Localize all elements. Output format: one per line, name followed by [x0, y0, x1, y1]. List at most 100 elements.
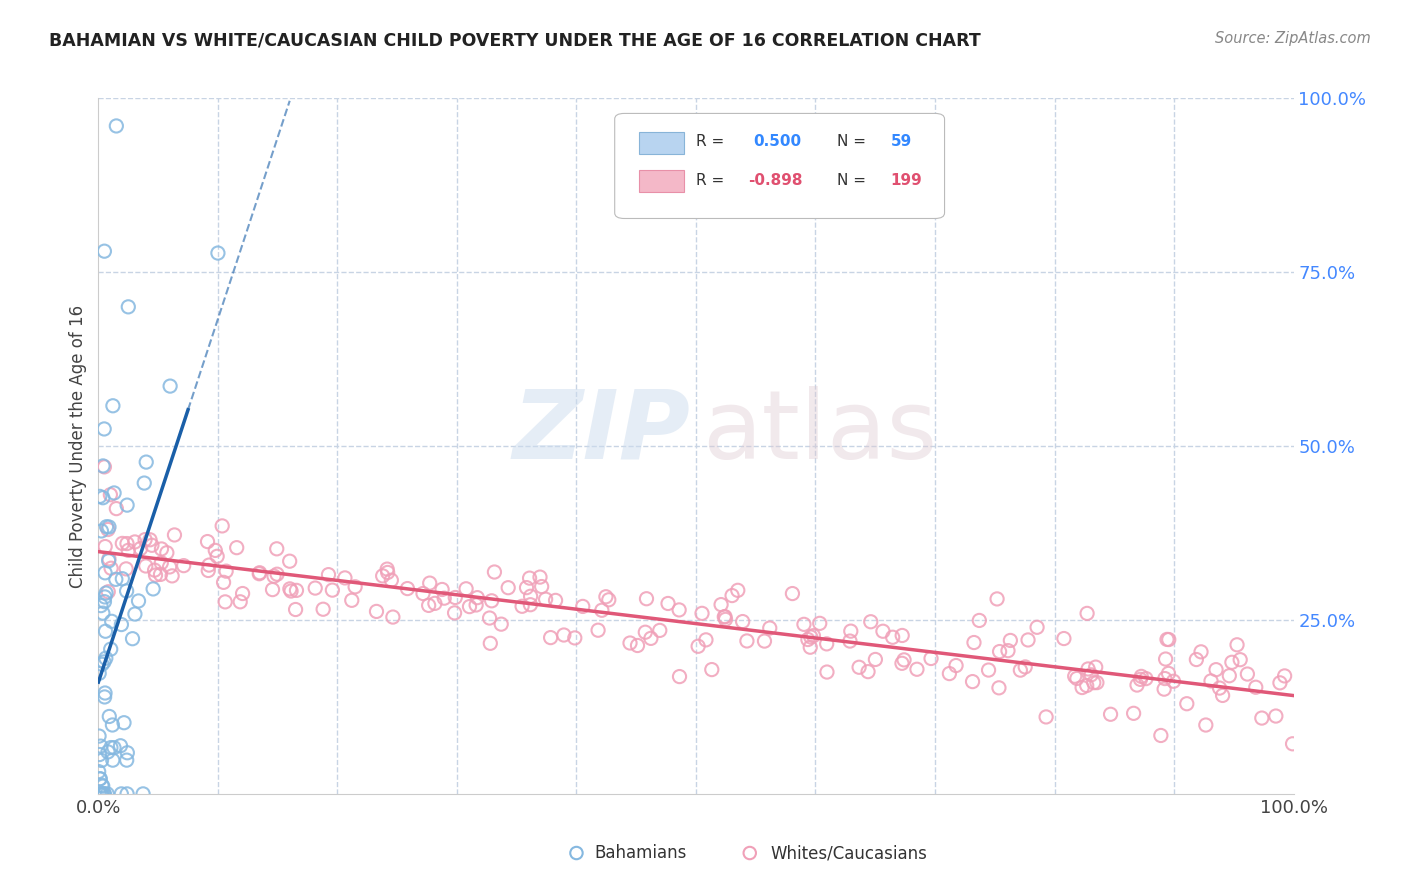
Point	[197, 564, 219, 578]
Text: 199: 199	[891, 173, 922, 187]
Point	[197, 534, 219, 549]
Point	[207, 246, 229, 260]
Point	[112, 715, 135, 730]
Point	[97, 523, 120, 537]
Point	[1135, 672, 1157, 686]
Point	[124, 607, 146, 621]
Point	[1199, 673, 1222, 688]
Point	[249, 566, 271, 580]
Point	[266, 567, 288, 582]
Point	[132, 787, 155, 801]
Point	[1026, 620, 1049, 634]
Point	[98, 488, 122, 502]
Point	[105, 119, 128, 133]
Point	[1077, 662, 1099, 676]
Point	[111, 572, 134, 586]
Point	[90, 739, 112, 753]
Point	[977, 663, 1000, 677]
Point	[318, 567, 340, 582]
Point	[1205, 663, 1227, 677]
Point	[94, 586, 117, 600]
Point	[93, 595, 115, 609]
Point	[529, 570, 551, 584]
Point	[626, 639, 648, 653]
Point	[139, 533, 162, 547]
Point	[90, 787, 112, 801]
Point	[905, 662, 928, 676]
Point	[173, 558, 195, 573]
Point	[571, 599, 593, 614]
Point	[205, 549, 228, 564]
Point	[564, 631, 586, 645]
Point	[1281, 737, 1303, 751]
Point	[444, 591, 467, 605]
Point	[160, 569, 183, 583]
Point	[668, 603, 690, 617]
Point	[115, 584, 138, 599]
Point	[94, 686, 117, 700]
Point	[1154, 652, 1177, 666]
Point	[105, 501, 128, 516]
Point	[1244, 680, 1267, 694]
Point	[93, 787, 115, 801]
Point	[478, 611, 501, 625]
Point	[690, 607, 713, 621]
Point	[1153, 672, 1175, 686]
Point	[496, 581, 519, 595]
Point	[1099, 707, 1122, 722]
Point	[1083, 675, 1105, 690]
Point	[110, 787, 132, 801]
Text: BAHAMIAN VS WHITE/CAUCASIAN CHILD POVERTY UNDER THE AGE OF 16 CORRELATION CHART: BAHAMIAN VS WHITE/CAUCASIAN CHILD POVERT…	[49, 31, 981, 49]
Point	[648, 624, 671, 638]
Point	[97, 554, 120, 568]
Point	[396, 582, 419, 596]
Point	[540, 631, 562, 645]
Point	[1195, 718, 1218, 732]
Point	[262, 582, 284, 597]
Point	[149, 567, 172, 582]
Point	[1129, 673, 1152, 687]
Point	[377, 566, 399, 580]
Point	[134, 476, 156, 491]
Point	[333, 571, 356, 585]
Point	[1157, 632, 1180, 647]
Point	[89, 772, 111, 786]
Point	[93, 690, 115, 704]
Point	[145, 568, 167, 582]
Point	[100, 642, 122, 657]
Point	[1150, 729, 1173, 743]
Point	[938, 666, 960, 681]
Point	[278, 582, 301, 596]
Point	[987, 681, 1010, 695]
Point	[1000, 633, 1022, 648]
Point	[565, 846, 588, 860]
FancyBboxPatch shape	[614, 113, 945, 219]
Point	[859, 615, 882, 629]
Point	[1071, 681, 1094, 695]
Point	[793, 617, 815, 632]
Point	[1157, 666, 1180, 681]
Point	[284, 602, 307, 616]
Point	[91, 458, 114, 473]
Point	[412, 586, 434, 600]
Point	[156, 546, 179, 560]
Point	[91, 606, 114, 620]
Point	[534, 592, 557, 607]
Point	[159, 379, 181, 393]
Point	[87, 764, 110, 779]
Point	[91, 787, 114, 801]
Point	[225, 541, 247, 555]
Point	[110, 739, 132, 753]
Point	[89, 747, 111, 762]
Point	[1156, 632, 1178, 647]
Point	[700, 663, 723, 677]
Point	[433, 591, 456, 606]
Point	[100, 740, 122, 755]
Text: -0.898: -0.898	[748, 173, 803, 187]
Point	[891, 628, 914, 642]
Point	[668, 669, 690, 683]
Point	[1084, 660, 1107, 674]
Point	[808, 616, 831, 631]
Point	[489, 617, 512, 632]
Point	[87, 729, 110, 743]
